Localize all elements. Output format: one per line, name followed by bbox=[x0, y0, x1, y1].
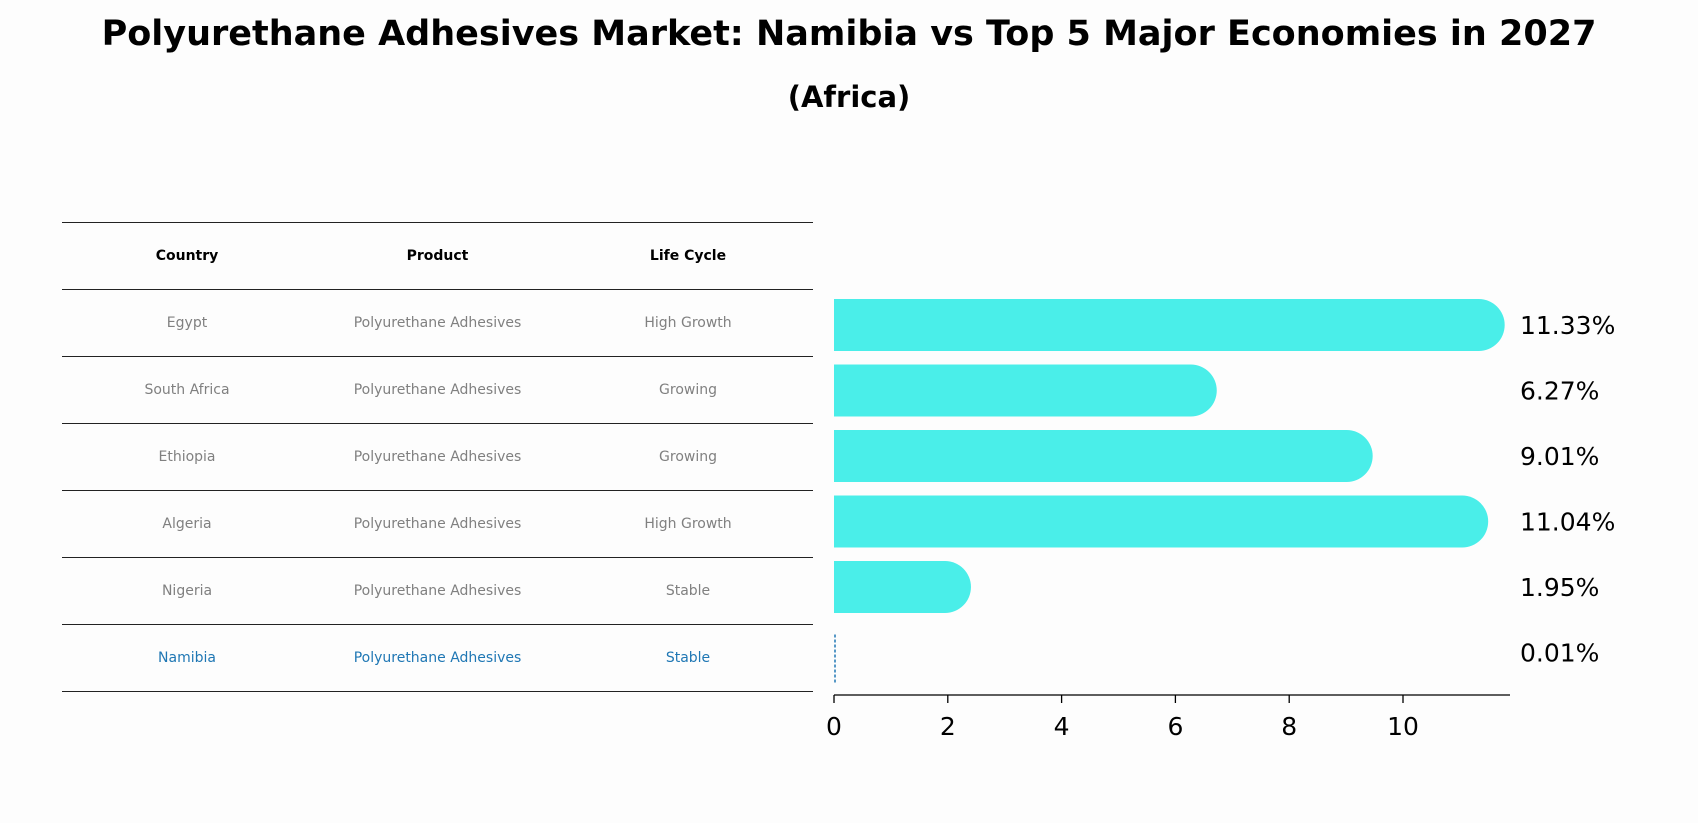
cell-product: Polyurethane Adhesives bbox=[312, 423, 563, 491]
value-label: 9.01% bbox=[1520, 442, 1599, 471]
cell-life-cycle: High Growth bbox=[563, 490, 813, 558]
comparison-table: Country Product Life Cycle Egypt Polyure… bbox=[62, 222, 813, 692]
header-life-cycle: Life Cycle bbox=[563, 222, 813, 290]
table-row: Ethiopia Polyurethane Adhesives Growing bbox=[62, 423, 813, 491]
bar-ethiopia bbox=[834, 430, 1373, 482]
cell-country: Algeria bbox=[62, 490, 312, 558]
x-tick-label: 4 bbox=[1054, 712, 1070, 741]
value-label: 11.04% bbox=[1520, 508, 1615, 537]
x-tick-label: 2 bbox=[940, 712, 956, 741]
value-label: 6.27% bbox=[1520, 377, 1599, 406]
x-tick-label: 10 bbox=[1387, 712, 1419, 741]
cell-life-cycle: Stable bbox=[563, 557, 813, 625]
x-tick-label: 6 bbox=[1167, 712, 1183, 741]
cell-life-cycle: Growing bbox=[563, 423, 813, 491]
value-label: 0.01% bbox=[1520, 639, 1599, 668]
cell-product: Polyurethane Adhesives bbox=[312, 557, 563, 625]
header-product: Product bbox=[312, 222, 563, 290]
cell-country: Nigeria bbox=[62, 557, 312, 625]
table-row-highlighted: Namibia Polyurethane Adhesives Stable bbox=[62, 624, 813, 692]
chart-subtitle: (Africa) bbox=[787, 80, 911, 114]
bar-south-africa bbox=[834, 364, 1217, 417]
table-row: Algeria Polyurethane Adhesives High Grow… bbox=[62, 490, 813, 558]
cell-product: Polyurethane Adhesives bbox=[312, 624, 563, 692]
table-header-row: Country Product Life Cycle bbox=[62, 222, 813, 290]
cell-product: Polyurethane Adhesives bbox=[312, 490, 563, 558]
cell-product: Polyurethane Adhesives bbox=[312, 356, 563, 424]
cell-life-cycle: Growing bbox=[563, 356, 813, 424]
value-label: 1.95% bbox=[1520, 573, 1599, 602]
cell-life-cycle: High Growth bbox=[563, 289, 813, 357]
cell-country: South Africa bbox=[62, 356, 312, 424]
cell-country: Egypt bbox=[62, 289, 312, 357]
table-row: South Africa Polyurethane Adhesives Grow… bbox=[62, 356, 813, 424]
bar-egypt bbox=[834, 299, 1505, 351]
cell-country: Namibia bbox=[62, 624, 312, 692]
cell-life-cycle: Stable bbox=[563, 624, 813, 692]
cell-product: Polyurethane Adhesives bbox=[312, 289, 563, 357]
chart-title: Polyurethane Adhesives Market: Namibia v… bbox=[101, 14, 1597, 54]
bar-algeria bbox=[834, 495, 1489, 548]
header-country: Country bbox=[62, 222, 312, 290]
bar-nigeria bbox=[834, 561, 971, 613]
table-row: Egypt Polyurethane Adhesives High Growth bbox=[62, 289, 813, 357]
table-row: Nigeria Polyurethane Adhesives Stable bbox=[62, 557, 813, 625]
value-label: 11.33% bbox=[1520, 311, 1615, 340]
cell-country: Ethiopia bbox=[62, 423, 312, 491]
x-tick-label: 8 bbox=[1281, 712, 1297, 741]
x-tick-label: 0 bbox=[826, 712, 842, 741]
